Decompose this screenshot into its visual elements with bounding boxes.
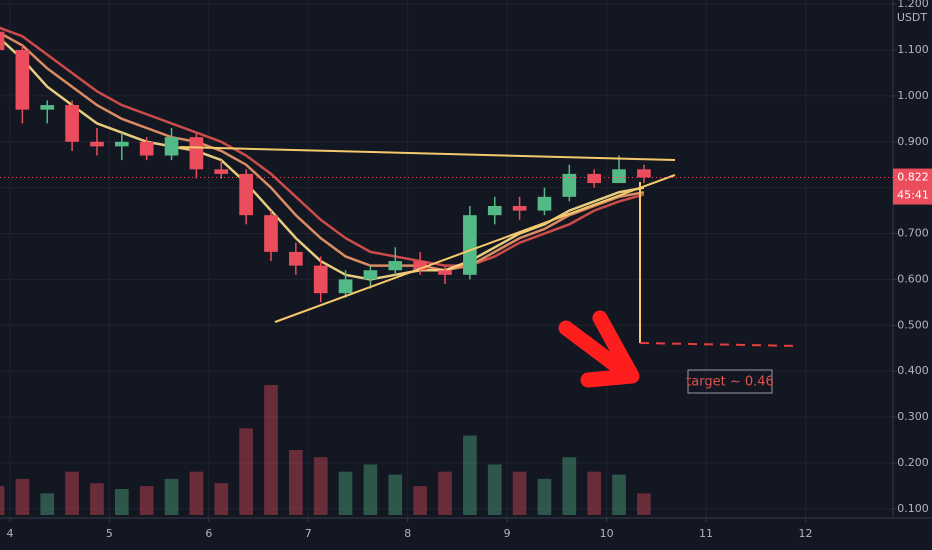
volume-bar xyxy=(612,474,626,515)
volume-bar xyxy=(0,486,5,515)
drawings: target ~ 0.46 xyxy=(179,146,801,394)
candle-body xyxy=(0,31,5,51)
y-tick-label: 0.300 xyxy=(897,410,929,423)
candle-body xyxy=(289,251,303,266)
candle-body xyxy=(612,169,626,184)
candles xyxy=(0,31,651,303)
volume-bar xyxy=(114,489,129,515)
volume-bar xyxy=(413,486,427,515)
volume-bar xyxy=(537,478,552,515)
candle-body xyxy=(413,261,427,271)
x-tick-label: 12 xyxy=(798,527,812,540)
candle-body xyxy=(114,141,129,147)
volume xyxy=(0,385,651,515)
volume-bar xyxy=(15,478,30,515)
y-tick-label: 0.100 xyxy=(897,502,929,515)
currency: USDT xyxy=(897,11,928,24)
candle-body xyxy=(189,137,204,170)
volume-bar xyxy=(438,471,452,515)
countdown: 45:41 xyxy=(897,189,929,202)
candle-body xyxy=(164,137,179,156)
resistance-line xyxy=(179,146,676,161)
y-tick-label: 0.500 xyxy=(897,318,929,331)
volume-bar xyxy=(139,486,154,515)
candle-body xyxy=(15,50,30,110)
volume-bar xyxy=(40,493,55,515)
candle-body xyxy=(239,173,253,216)
candle-body xyxy=(438,270,452,275)
x-tick-label: 11 xyxy=(699,527,713,540)
candle-body xyxy=(537,196,552,211)
candle-body xyxy=(65,105,79,142)
candle-body xyxy=(562,173,577,197)
volume-bar xyxy=(463,435,477,515)
y-tick-label: 0.200 xyxy=(897,456,929,469)
volume-bar xyxy=(363,464,378,515)
candle-body xyxy=(264,215,278,252)
volume-bar xyxy=(512,471,527,515)
volume-bar xyxy=(189,471,204,515)
last-price-box xyxy=(893,168,932,205)
x-tick-label: 10 xyxy=(600,527,614,540)
last-price-label: 0.822 xyxy=(897,171,929,184)
candle-body xyxy=(463,215,477,275)
moving-average xyxy=(0,31,645,272)
moving-average xyxy=(0,26,645,267)
candle-body xyxy=(388,261,403,271)
annotation-box xyxy=(687,369,773,394)
volume-bar xyxy=(313,457,328,515)
y-tick-label: 1.000 xyxy=(897,89,929,102)
arrow xyxy=(558,310,640,388)
volume-bar xyxy=(562,457,577,515)
axis: 0.1000.2000.3000.4000.5000.6000.7000.800… xyxy=(6,0,928,540)
y-tick-label: 1.200 xyxy=(897,0,929,10)
annotation: target ~ 0.46 xyxy=(686,375,774,390)
volume-bar xyxy=(164,478,179,515)
volume-bar xyxy=(388,474,403,515)
volume-bar xyxy=(90,483,104,515)
candle-body xyxy=(90,141,104,147)
x-tick-label: 9 xyxy=(504,527,511,540)
volume-bar xyxy=(587,471,602,515)
volume-bar xyxy=(214,483,229,515)
volume-bar xyxy=(637,493,651,515)
y-tick-label: 0.400 xyxy=(897,364,929,377)
volume-bar xyxy=(239,428,253,515)
volume-bar xyxy=(487,464,502,515)
y-tick-label: 0.900 xyxy=(897,135,929,148)
target-line xyxy=(639,342,801,347)
candle-body xyxy=(637,169,651,178)
candle-body xyxy=(512,206,527,211)
candle-body xyxy=(338,279,353,294)
x-tick-label: 4 xyxy=(6,527,13,540)
volume-bar xyxy=(338,471,353,515)
x-tick-label: 6 xyxy=(205,527,212,540)
candle-body xyxy=(40,105,55,110)
y-tick-label: 0.600 xyxy=(897,272,929,285)
volume-bar xyxy=(65,471,79,515)
y-tick-label: 1.100 xyxy=(897,43,929,56)
x-tick-label: 8 xyxy=(404,527,411,540)
x-tick-label: 7 xyxy=(305,527,312,540)
candle-body xyxy=(139,141,154,156)
candle-body xyxy=(313,265,328,294)
volume-bar xyxy=(289,450,303,515)
volume-bar xyxy=(264,385,278,515)
y-tick-label: 0.700 xyxy=(897,227,929,240)
candle-body xyxy=(214,169,229,174)
support-line xyxy=(274,174,676,323)
candle-body xyxy=(487,206,502,216)
x-tick-label: 5 xyxy=(106,527,113,540)
candle-body xyxy=(363,270,378,280)
candle-body xyxy=(587,173,602,184)
